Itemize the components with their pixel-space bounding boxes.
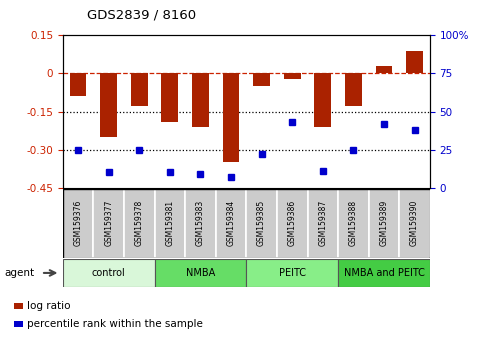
Bar (406, 51, 423, 74)
Bar (216, 189, 246, 258)
Bar (124, 189, 155, 258)
Bar (253, 74, 270, 86)
Text: GSM159381: GSM159381 (165, 199, 174, 246)
Bar (345, 74, 362, 107)
Bar (223, 74, 240, 162)
Text: GSM159387: GSM159387 (318, 199, 327, 246)
Bar (63, 189, 93, 258)
Text: PEITC: PEITC (279, 268, 306, 278)
Bar (14, 321, 23, 327)
Text: NMBA: NMBA (186, 268, 215, 278)
Bar (100, 74, 117, 137)
Text: GSM159390: GSM159390 (410, 199, 419, 246)
Bar (185, 189, 216, 258)
Bar (338, 259, 430, 287)
Text: log ratio: log ratio (27, 301, 70, 311)
Bar (246, 259, 338, 287)
Text: GSM159386: GSM159386 (288, 199, 297, 246)
Text: agent: agent (5, 268, 35, 278)
Bar (277, 189, 308, 258)
Bar (63, 259, 155, 287)
Bar (376, 66, 392, 74)
Text: GSM159388: GSM159388 (349, 199, 358, 246)
Text: percentile rank within the sample: percentile rank within the sample (27, 319, 202, 329)
Text: control: control (92, 268, 126, 278)
Text: GDS2839 / 8160: GDS2839 / 8160 (87, 8, 196, 21)
Bar (192, 74, 209, 127)
Text: GSM159383: GSM159383 (196, 199, 205, 246)
Text: GSM159384: GSM159384 (227, 199, 236, 246)
Bar (14, 303, 23, 309)
Text: GSM159385: GSM159385 (257, 199, 266, 246)
Text: GSM159376: GSM159376 (73, 199, 83, 246)
Text: NMBA and PEITC: NMBA and PEITC (343, 268, 425, 278)
Bar (155, 259, 246, 287)
Bar (246, 189, 277, 258)
Bar (161, 74, 178, 122)
Text: GSM159378: GSM159378 (135, 199, 144, 246)
Bar (314, 74, 331, 127)
Text: GSM159389: GSM159389 (380, 199, 388, 246)
Bar (70, 74, 86, 96)
Bar (399, 189, 430, 258)
Text: GSM159377: GSM159377 (104, 199, 113, 246)
Bar (155, 189, 185, 258)
Bar (131, 74, 148, 107)
Bar (93, 189, 124, 258)
Bar (284, 74, 300, 79)
Bar (338, 189, 369, 258)
Bar (369, 189, 399, 258)
Bar (308, 189, 338, 258)
